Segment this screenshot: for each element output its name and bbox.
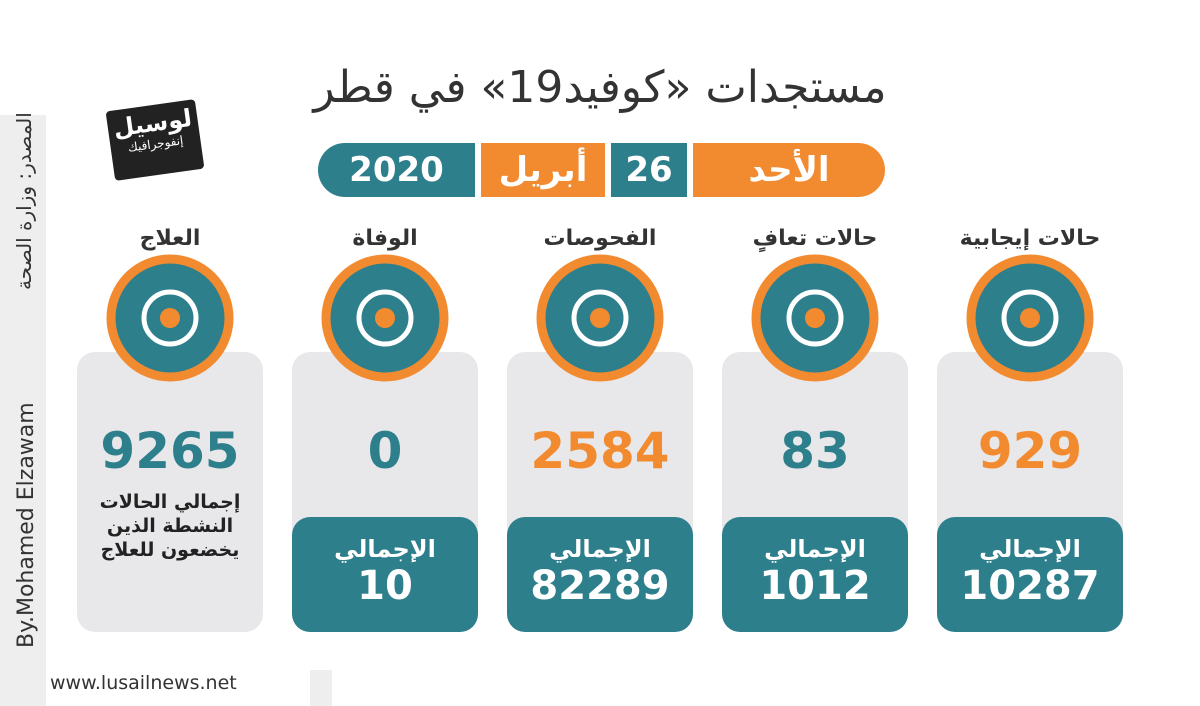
card-heading: العلاج xyxy=(139,226,201,251)
website: www.lusailnews.net xyxy=(50,672,237,694)
card-heading: حالات إيجابية xyxy=(959,226,1101,251)
card xyxy=(77,352,263,632)
card-value: 2584 xyxy=(530,422,670,480)
date-year: 2020 xyxy=(318,143,475,197)
total-value: 10287 xyxy=(960,563,1100,609)
icon-circle xyxy=(536,254,664,382)
total-label: الإجمالي xyxy=(764,535,866,563)
icon xyxy=(106,254,234,382)
total-box: الإجمالي 10 xyxy=(292,517,478,632)
card-value: 0 xyxy=(367,422,403,480)
card-value: 9265 xyxy=(100,422,240,480)
side-strip xyxy=(0,115,46,706)
card-heading: الفحوصات xyxy=(543,226,657,251)
total-box: الإجمالي 82289 xyxy=(507,517,693,632)
icon xyxy=(966,254,1094,382)
date-weekday: الأحد xyxy=(693,143,885,197)
icon xyxy=(536,254,664,382)
total-box: الإجمالي 1012 xyxy=(722,517,908,632)
card-heading: حالات تعافٍ xyxy=(752,226,878,251)
icon-circle xyxy=(106,254,234,382)
source: المصدر: وزارة الصحة xyxy=(12,112,36,290)
icon xyxy=(321,254,449,382)
total-value: 82289 xyxy=(530,563,670,609)
icon-circle xyxy=(966,254,1094,382)
logo: لوسيل إنفوجرافيك xyxy=(105,99,205,181)
date-month: أبريل xyxy=(481,143,605,197)
total-label: الإجمالي xyxy=(549,535,651,563)
icon xyxy=(751,254,879,382)
total-box: الإجمالي 10287 xyxy=(937,517,1123,632)
author: By.Mohamed Elzawam xyxy=(14,402,39,648)
date-day: 26 xyxy=(611,143,687,197)
card-value: 929 xyxy=(977,422,1083,480)
title: مستجدات «كوفيد19» في قطر xyxy=(313,62,887,113)
total-value: 10 xyxy=(357,563,413,609)
total-value: 1012 xyxy=(759,563,871,609)
icon-circle xyxy=(751,254,879,382)
card-value: 83 xyxy=(780,422,850,480)
footer-block xyxy=(310,670,332,706)
card-heading: الوفاة xyxy=(352,226,418,251)
icon-circle xyxy=(321,254,449,382)
total-label: الإجمالي xyxy=(979,535,1081,563)
card-note: إجمالي الحالات النشطة الذين يخضعون للعلا… xyxy=(99,491,241,561)
total-label: الإجمالي xyxy=(334,535,436,563)
